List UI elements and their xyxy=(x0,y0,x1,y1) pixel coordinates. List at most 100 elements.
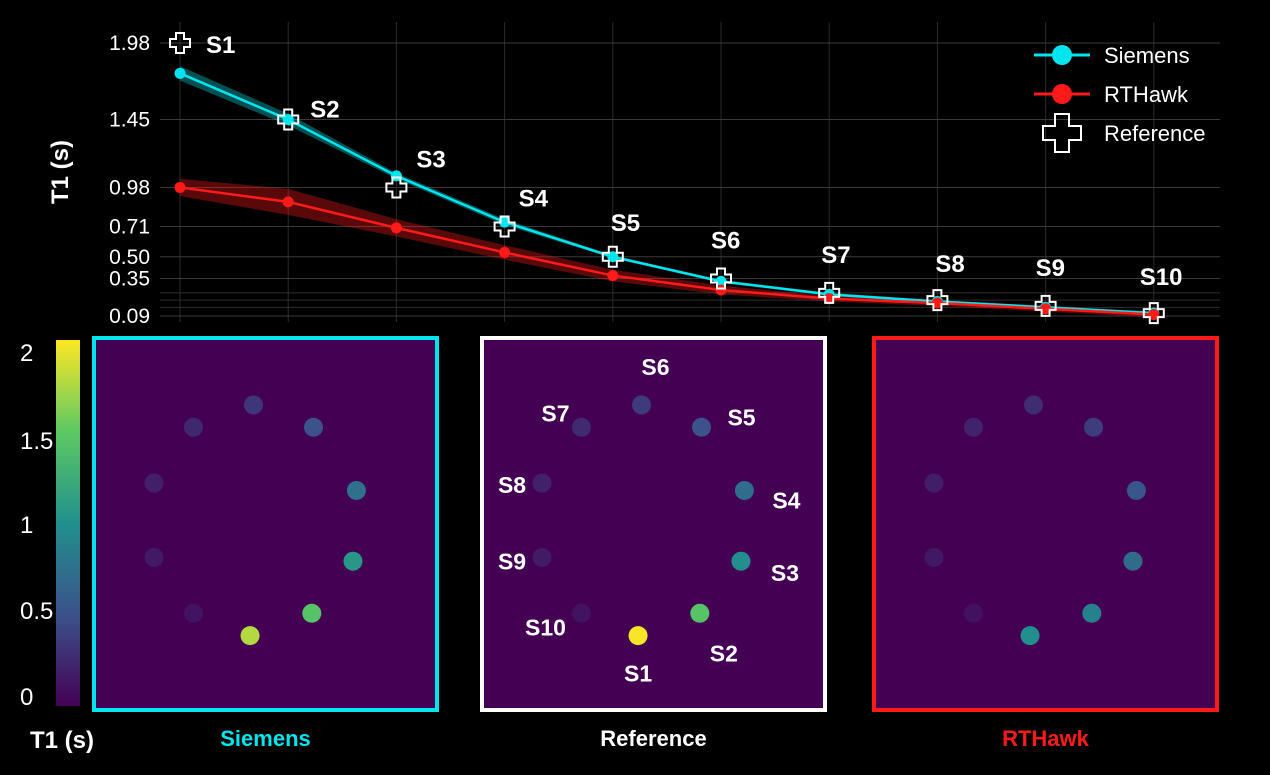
data-point-rthawk xyxy=(282,196,294,208)
data-point-siemens xyxy=(715,275,727,287)
map-label-s2: S2 xyxy=(710,640,738,666)
phantom-vial-s7 xyxy=(183,417,203,437)
colorbar-gradient xyxy=(56,340,80,706)
phantom-vial-s9 xyxy=(924,547,944,567)
phantom-vial-s1 xyxy=(628,626,648,646)
map-label-s3: S3 xyxy=(771,560,799,586)
colorbar-tick-label: 0.5 xyxy=(20,598,53,625)
phantom-vial-s3 xyxy=(343,551,363,571)
reference-marker xyxy=(1142,302,1165,325)
legend-marker-rthawk xyxy=(1052,84,1072,104)
colorbar-tick-label: 0 xyxy=(20,684,33,711)
y-tick-label: 0.98 xyxy=(109,176,150,199)
data-point-rthawk xyxy=(607,270,619,282)
phantom-vial-s6 xyxy=(1023,395,1043,415)
phantom-vial-s8 xyxy=(144,473,164,493)
phantom-vial-s3 xyxy=(731,551,751,571)
series-band-rthawk xyxy=(180,178,1154,318)
colorbar-tick-label: 2 xyxy=(20,340,33,367)
legend-label-reference: Reference xyxy=(1104,121,1206,146)
panel-frame xyxy=(480,336,827,712)
map-label-s6: S6 xyxy=(641,354,669,380)
data-point-rthawk xyxy=(1040,303,1052,315)
reference-marker xyxy=(169,32,191,54)
data-point-rthawk xyxy=(499,246,511,258)
phantom-vial-s10 xyxy=(183,603,203,623)
data-point-siemens xyxy=(390,170,402,182)
series-line-siemens xyxy=(179,72,1154,315)
phantom-vial-s7 xyxy=(571,417,591,437)
reference-marker xyxy=(710,267,732,290)
phantom-vial-s10 xyxy=(571,603,591,623)
panel-title-reference: Reference xyxy=(600,726,707,751)
y-tick-label: 0.71 xyxy=(109,215,150,238)
sample-label-s10: S10 xyxy=(1140,264,1183,291)
data-point-rthawk xyxy=(823,293,835,305)
phantom-vial-s6 xyxy=(243,395,263,415)
colorbar-label: T1 (s) xyxy=(30,727,94,754)
phantom-vial-s2 xyxy=(302,603,322,623)
legend-label-rthawk: RTHawk xyxy=(1104,82,1189,107)
colorbar-tick-label: 1 xyxy=(20,512,33,539)
data-point-rthawk xyxy=(174,181,186,193)
map-label-s7: S7 xyxy=(541,400,569,426)
plot-area xyxy=(160,22,1220,322)
y-axis-label: T1 (s) xyxy=(47,140,74,204)
data-point-siemens xyxy=(607,251,619,263)
data-point-siemens xyxy=(282,114,294,126)
data-point-rthawk xyxy=(390,222,402,234)
phantom-vial-s5 xyxy=(692,417,712,437)
sample-label-s7: S7 xyxy=(821,242,850,269)
reference-marker xyxy=(493,215,516,238)
y-tick-label: 0.35 xyxy=(109,267,150,290)
phantom-vial-s9 xyxy=(532,547,552,567)
data-point-rthawk xyxy=(1148,309,1160,321)
series-line-rthawk xyxy=(179,186,1154,316)
phantom-vial-s6 xyxy=(631,395,651,415)
colorbar-tick-label: 1.5 xyxy=(20,428,53,455)
panel-reference: S1 S2 S3 S4 S5 S6 S7 S8 S9 S10 xyxy=(480,336,827,712)
reference-marker xyxy=(385,176,408,199)
map-label-s5: S5 xyxy=(727,404,755,430)
data-point-rthawk xyxy=(931,297,943,309)
phantom-vial-s8 xyxy=(532,473,552,493)
panel-frame xyxy=(92,336,439,712)
data-point-siemens xyxy=(499,216,511,228)
phantom-vial-s5 xyxy=(304,417,324,437)
sample-label-s2: S2 xyxy=(310,97,339,124)
phantom-vial-s1 xyxy=(240,626,260,646)
sample-label-s9: S9 xyxy=(1036,255,1065,282)
y-tick-label: 1.98 xyxy=(109,32,150,55)
sample-label-s6: S6 xyxy=(711,227,740,254)
phantom-vial-s5 xyxy=(1084,417,1104,437)
panel-title-rthawk: RTHawk xyxy=(1002,726,1089,751)
sample-label-s1: S1 xyxy=(206,32,235,59)
map-label-s10: S10 xyxy=(525,614,566,640)
legend-label-siemens: Siemens xyxy=(1104,43,1190,68)
legend: Siemens RTHawk Reference xyxy=(1034,43,1206,153)
panel-siemens xyxy=(92,336,439,712)
colorbar: 2 1.5 1 0.5 0 T1 (s) xyxy=(20,340,94,754)
phantom-maps: S1 S2 S3 S4 S5 S6 S7 S8 S9 S10 xyxy=(92,336,1219,712)
phantom-vial-s10 xyxy=(963,603,983,623)
map-label-s1: S1 xyxy=(624,661,652,687)
y-tick-label: 0.09 xyxy=(109,305,150,328)
data-point-rthawk xyxy=(715,284,727,296)
phantom-vial-s4 xyxy=(346,481,366,501)
reference-marker xyxy=(1034,294,1057,317)
y-tick-label: 1.45 xyxy=(109,109,150,132)
sample-label-s4: S4 xyxy=(519,185,549,212)
map-label-s8: S8 xyxy=(498,472,526,498)
phantom-vial-s7 xyxy=(963,417,983,437)
y-tick-label: 0.50 xyxy=(109,246,150,269)
sample-label-s5: S5 xyxy=(611,210,640,237)
phantom-vial-s4 xyxy=(1126,481,1146,501)
map-label-s4: S4 xyxy=(772,488,800,514)
reference-marker xyxy=(277,108,300,131)
legend-marker-reference xyxy=(1042,113,1082,153)
sample-label-s3: S3 xyxy=(416,146,445,173)
map-label-s9: S9 xyxy=(498,548,526,574)
line-plot: 1.98 1.45 0.98 0.71 0.500.35 0.09 T1 (s) S1 S2 S3… xyxy=(47,22,1220,328)
phantom-vial-s2 xyxy=(1082,603,1102,623)
